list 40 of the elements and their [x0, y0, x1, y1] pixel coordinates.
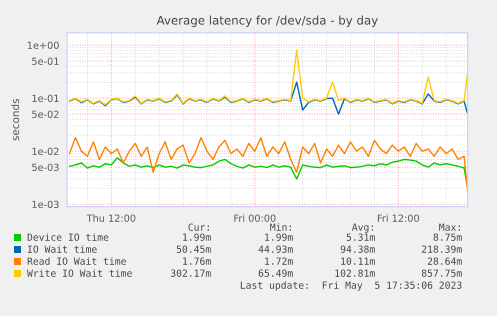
text: 65.49m [258, 269, 293, 277]
x-tick-label: Fri 00:00 [234, 214, 276, 222]
text: Min: [270, 223, 291, 231]
text: Cur: [188, 223, 209, 231]
line-series [68, 50, 468, 106]
text: 1.72m [265, 257, 293, 265]
chart-title: Average latency for /dev/sda - by day [156, 16, 378, 27]
text: 102.81m [335, 269, 375, 277]
text: 1.99m [265, 233, 293, 241]
text: 10.11m [341, 257, 375, 265]
text: 8.75m [434, 233, 462, 241]
x-tick-label: Thu 12:00 [86, 214, 136, 222]
y-tick-label: 1e-01 [32, 94, 59, 102]
legend-label: IO Wait time [28, 245, 97, 253]
text: 1.76m [183, 257, 211, 265]
x-tick-label: Fri 12:00 [378, 214, 420, 222]
text: 857.75m [422, 269, 462, 277]
y-axis-title: seconds [11, 98, 20, 140]
text: Avg: [352, 224, 373, 233]
text: 50.45m [176, 245, 211, 253]
legend-label: Device IO time [28, 233, 108, 241]
text: Max: [439, 224, 460, 231]
legend-label: Read IO Wait time [28, 257, 126, 265]
line-series [68, 136, 468, 192]
y-tick-label: 1e+00 [28, 42, 59, 49]
text: Last update: Fri May 5 17:35:06 2023 [240, 281, 462, 291]
text: 44.93m [258, 245, 293, 253]
legend-label: Write IO Wait time [27, 269, 132, 277]
y-tick-label: 5e-01 [32, 58, 59, 65]
text: 218.39m [422, 245, 462, 253]
y-tick-label: 1e-02 [32, 148, 58, 156]
text: 1.99m [183, 233, 211, 241]
line-series [68, 81, 468, 115]
text: 94.38m [340, 245, 375, 253]
y-tick-label: 1e-03 [32, 200, 59, 208]
text: 28.64m [428, 257, 462, 265]
text: 302.17m [170, 269, 211, 277]
y-tick-label: 5e-02 [32, 110, 58, 118]
y-tick-label: 5e-03 [32, 164, 59, 171]
text: 5.31m [346, 233, 375, 241]
